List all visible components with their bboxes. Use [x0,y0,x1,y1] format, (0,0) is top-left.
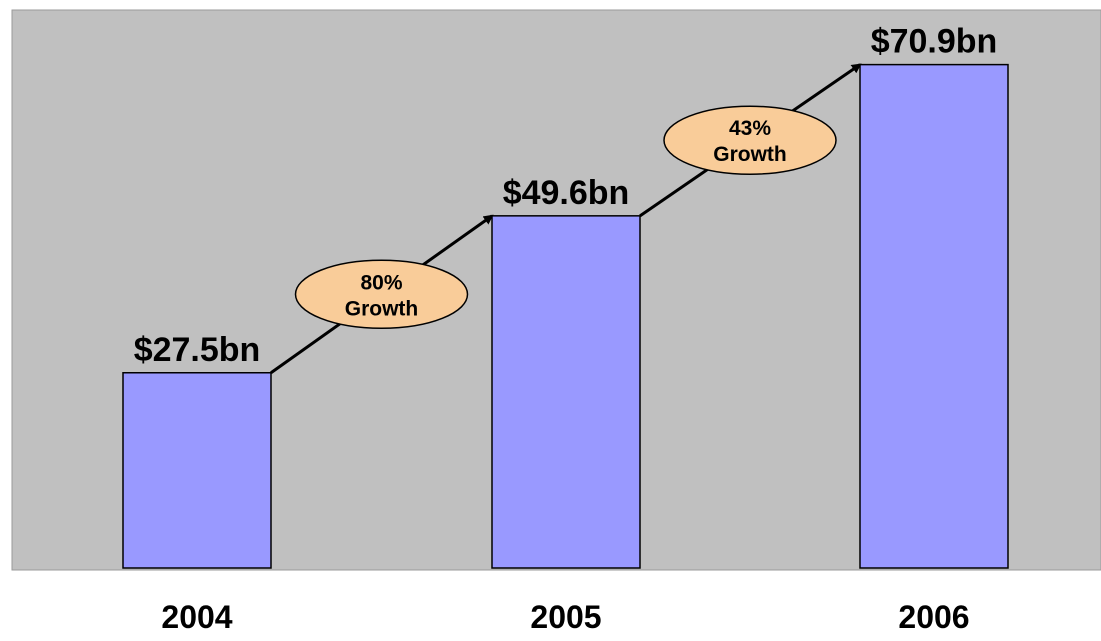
growth-word-2: Growth [713,143,787,166]
growth-bubble-2 [663,105,837,175]
x-axis-labels: 2004 2005 2006 [161,599,969,635]
bar-2004 [122,372,272,569]
value-label-2006: $70.9bn [871,23,998,61]
bars [122,63,1009,569]
value-labels: $27.5bn $49.6bn $70.9bn [134,23,998,369]
value-label-2005: $49.6bn [503,174,630,212]
bar-2005 [491,215,641,569]
growth-word-1: Growth [345,297,419,320]
x-tick-label-2006: 2006 [898,599,969,635]
bar-2006 [859,63,1009,569]
growth-bubble-1 [294,259,469,330]
value-label-2004: $27.5bn [134,331,261,369]
x-tick-label-2005: 2005 [530,599,601,635]
growth-percent-1: 80% [360,271,402,294]
growth-annotations: 80% Growth 43% Growth [270,63,862,374]
x-tick-label-2004: 2004 [161,599,232,635]
growth-percent-2: 43% [729,117,771,140]
